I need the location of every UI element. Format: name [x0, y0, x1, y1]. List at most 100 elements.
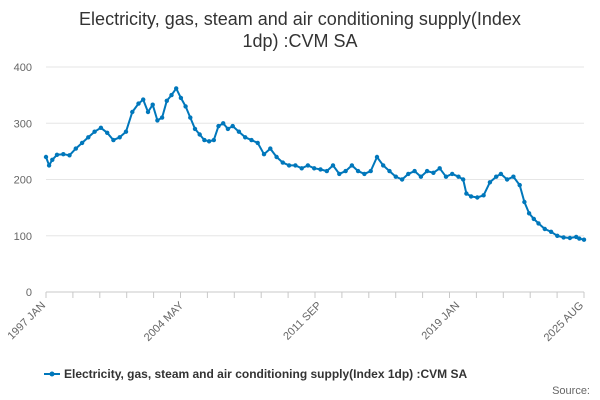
data-point	[450, 171, 455, 177]
data-point	[111, 137, 116, 143]
data-point	[169, 92, 174, 98]
data-point	[268, 146, 273, 151]
data-point	[221, 121, 226, 126]
data-point	[150, 102, 155, 107]
data-point	[299, 166, 304, 171]
data-point	[555, 233, 560, 238]
data-point	[197, 132, 202, 137]
chart-title-line-1: Electricity, gas, steam and air conditio…	[79, 9, 521, 29]
data-point	[542, 226, 547, 232]
data-point	[92, 129, 97, 134]
data-point	[305, 163, 311, 168]
data-point	[130, 109, 135, 115]
data-point	[517, 182, 522, 188]
series-line	[45, 87, 585, 241]
data-point	[487, 180, 493, 185]
data-point	[86, 135, 91, 140]
y-tick-label: 300	[14, 118, 32, 130]
data-point	[164, 98, 169, 104]
chart-title-line-2: 1dp) :CVM SA	[242, 31, 358, 51]
data-point	[461, 177, 466, 182]
data-point	[61, 152, 66, 157]
y-tick-label: 400	[14, 62, 32, 74]
data-point	[192, 126, 198, 132]
data-point	[98, 125, 104, 130]
data-point	[202, 137, 207, 143]
data-point	[504, 177, 510, 182]
source-label: Source:	[552, 385, 590, 397]
data-point	[249, 137, 254, 143]
data-point	[418, 174, 424, 179]
data-point	[561, 235, 566, 240]
data-point	[349, 163, 355, 168]
legend-label: Electricity, gas, steam and air conditio…	[64, 367, 468, 381]
legend[interactable]: Electricity, gas, steam and air conditio…	[44, 367, 468, 381]
data-point	[255, 140, 260, 146]
y-tick-label: 100	[14, 231, 32, 243]
data-point	[424, 168, 430, 174]
data-point	[155, 118, 160, 123]
data-point	[145, 109, 151, 115]
data-point	[494, 174, 499, 179]
data-point	[526, 211, 532, 216]
data-point	[216, 123, 221, 129]
data-point	[399, 177, 405, 182]
data-point	[159, 115, 165, 120]
data-point	[274, 154, 279, 160]
data-point	[280, 160, 285, 165]
data-point	[183, 104, 188, 109]
data-point	[387, 168, 392, 174]
data-point	[225, 126, 231, 132]
data-point	[531, 216, 536, 222]
data-point	[536, 221, 541, 226]
data-point	[105, 130, 110, 135]
data-point	[243, 135, 248, 140]
data-point	[381, 163, 386, 168]
data-point	[178, 95, 184, 101]
data-point	[54, 152, 60, 157]
data-point	[123, 129, 129, 134]
data-point	[577, 236, 582, 241]
chart-title: Electricity, gas, steam and air conditio…	[0, 8, 600, 52]
data-point	[318, 167, 323, 172]
data-point	[406, 171, 411, 177]
data-point	[67, 153, 72, 158]
data-point	[393, 174, 398, 179]
grid-layer	[46, 66, 584, 237]
x-tick-label: 2011 SEP	[281, 300, 324, 343]
data-point	[43, 154, 49, 160]
data-point	[468, 194, 474, 199]
x-tick-label: 1997 JAN	[5, 300, 48, 343]
data-point	[464, 191, 469, 196]
data-point	[50, 157, 55, 162]
data-point	[355, 168, 361, 174]
legend-marker-swatch	[49, 371, 55, 377]
data-point	[481, 193, 486, 198]
data-point	[117, 135, 122, 140]
data-point	[498, 171, 504, 177]
data-point	[188, 115, 193, 120]
y-tick-label: 0	[26, 287, 32, 299]
x-tick-label: 2004 MAY	[142, 299, 187, 344]
data-point	[324, 168, 329, 174]
data-point	[548, 229, 554, 234]
data-point	[236, 129, 242, 134]
data-point	[312, 166, 317, 171]
data-point	[211, 137, 216, 143]
data-point	[136, 101, 141, 106]
data-point	[437, 166, 442, 171]
x-tick-label: 2025 AUG	[542, 300, 586, 344]
data-point	[261, 152, 267, 157]
data-point	[431, 170, 436, 175]
data-point	[362, 171, 367, 177]
data-point	[343, 168, 348, 174]
x-tick-label: 2019 JAN	[420, 300, 463, 343]
data-point	[522, 199, 527, 205]
data-point	[79, 140, 85, 146]
data-point	[475, 195, 480, 200]
data-point	[567, 235, 573, 241]
data-point	[174, 86, 179, 91]
data-point	[141, 97, 146, 102]
